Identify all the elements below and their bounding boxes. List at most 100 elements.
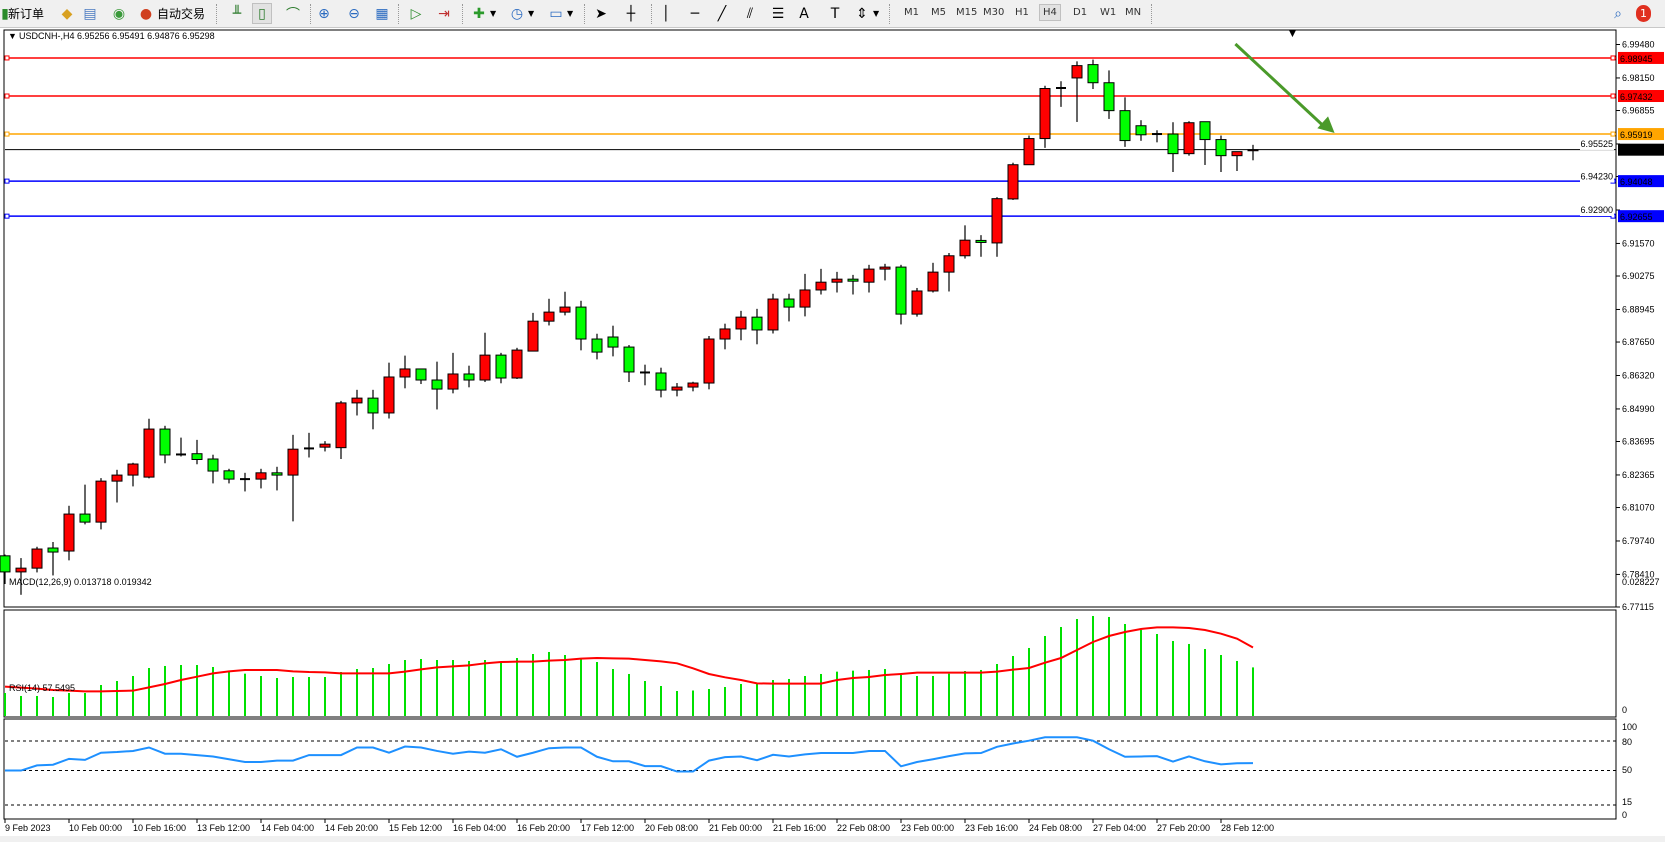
vertical-line-button[interactable]: │ [657, 3, 675, 24]
timeframe-h4[interactable]: H4 [1039, 4, 1061, 21]
bullish-candle [111, 474, 123, 482]
toolbar-separator [462, 4, 463, 24]
macd-pane-frame [3, 609, 1617, 718]
chart-shift-button[interactable]: ⇥ [435, 3, 453, 24]
price-line-label: 6.94048 [1620, 177, 1653, 187]
dropdown-icon: ▼ [490, 9, 497, 18]
timeframe-m1[interactable]: M1 [904, 7, 919, 18]
time-axis-label: 20 Feb 08:00 [645, 823, 698, 833]
dropdown-icon: ▼ [528, 9, 535, 18]
price-axis-label: 6.83695 [1622, 437, 1655, 447]
bearish-candle [591, 338, 603, 353]
toolbar-separator [889, 4, 890, 24]
bearish-candle [1119, 110, 1131, 142]
time-axis-label: 21 Feb 16:00 [773, 823, 826, 833]
bearish-candle [847, 278, 859, 282]
price-line-label: 6.95919 [1620, 130, 1653, 140]
bearish-candle [191, 453, 203, 460]
rsi-level-100: 100 [1622, 722, 1637, 732]
time-axis-label: 13 Feb 12:00 [197, 823, 250, 833]
bearish-candle [783, 298, 795, 308]
add-indicator-icon: ✚ [473, 5, 485, 22]
macd-max-label: 0.028227 [1622, 577, 1660, 587]
line-anchor-handle [4, 131, 10, 137]
status-strip [0, 836, 1665, 842]
bullish-candle [863, 268, 875, 283]
timeframe-d1[interactable]: D1 [1073, 7, 1088, 18]
bullish-candle [143, 428, 155, 478]
bullish-candle [287, 448, 299, 476]
zoom-in-button[interactable]: ⊕ [315, 3, 333, 24]
templates-button[interactable]: ▭ ▼ [547, 3, 573, 24]
crosshair-tool-button[interactable]: ┼ [622, 3, 640, 24]
zoom-out-button[interactable]: ⊖ [345, 3, 363, 24]
fibonacci-button[interactable]: ☰ [769, 3, 787, 24]
zoom-out-icon: ⊖ [348, 5, 360, 22]
chart-header: USDCNH-,H4 6.95256 6.95491 6.94876 6.952… [19, 31, 215, 41]
toolbar-separator [310, 4, 311, 24]
horizontal-line-button[interactable]: ─ [686, 3, 704, 24]
bearish-candle [1087, 64, 1099, 84]
bullish-candle [479, 354, 491, 381]
line-chart-button[interactable]: ⌒ [284, 3, 302, 24]
price-axis-label: 6.81070 [1622, 503, 1655, 513]
price-axis-label: 6.87650 [1622, 337, 1655, 347]
bullish-candle [15, 567, 27, 573]
time-axis-label: 23 Feb 00:00 [901, 823, 954, 833]
chart-window[interactable]: ▼ 6.99480 6.98150 6.96855 6.95525 6.94230 6.9… [0, 28, 1665, 842]
bar-chart-button[interactable]: ╨ [228, 3, 246, 24]
time-axis-label: 27 Feb 20:00 [1157, 823, 1210, 833]
bullish-candle [703, 338, 715, 384]
bearish-candle [271, 472, 283, 476]
periods-button[interactable]: ◷ ▼ [508, 3, 534, 24]
rsi-pane-frame [3, 718, 1617, 820]
toolbar-separator [398, 4, 399, 24]
auto-scroll-button[interactable]: ▷ [407, 3, 425, 24]
search-button[interactable]: ⌕ [1609, 3, 1627, 24]
timeframe-m5[interactable]: M5 [931, 7, 946, 18]
auto-trading-button[interactable]: ● 自动交易 [137, 3, 205, 24]
bullish-candle [1247, 149, 1259, 152]
price-axis-label: 6.95525 [1580, 139, 1613, 149]
text-label-button[interactable]: T [826, 3, 844, 24]
timeframe-m15[interactable]: M15 [956, 7, 978, 18]
cursor-tool-button[interactable]: ➤ [592, 3, 610, 24]
chart-menu-triangle-icon[interactable]: ▼ [8, 31, 17, 41]
bullish-candle [399, 368, 411, 378]
search-icon: ⌕ [1614, 5, 1622, 22]
timeframe-m30[interactable]: M30 [983, 7, 1005, 18]
new-order-button[interactable]: ▮ 新订单 [1, 5, 45, 22]
price-axis-label: 6.96855 [1622, 106, 1655, 116]
arrows-button[interactable]: ⇕ ▼ [853, 3, 879, 24]
price-axis-label: 6.78410 [1622, 569, 1655, 579]
tile-windows-button[interactable]: ▦ [373, 3, 391, 24]
navigator-button[interactable]: ▤ [81, 3, 99, 24]
trendline-icon: ╱ [717, 5, 727, 22]
price-axis-label-bg [1580, 138, 1614, 150]
equidistant-channel-button[interactable]: ⫽ [741, 3, 759, 24]
notifications-button[interactable]: 1 [1636, 3, 1651, 24]
price-line-label: 6.95298 [1620, 146, 1653, 156]
time-axis-label: 9 Feb 2023 [5, 823, 51, 833]
bullish-candle [943, 255, 955, 273]
text-tool-button[interactable]: A [795, 3, 813, 24]
bearish-candle [1103, 82, 1115, 112]
price-axis-label: 6.86320 [1622, 370, 1655, 380]
metaeditor-button[interactable]: ◆ [58, 3, 76, 24]
candlestick-chart-button[interactable]: ▯ [252, 3, 272, 24]
timeframe-w1[interactable]: W1 [1100, 7, 1117, 18]
trendline-button[interactable]: ╱ [713, 3, 731, 24]
signal-button[interactable]: ◉ [110, 3, 128, 24]
timeframe-h1[interactable]: H1 [1015, 7, 1029, 18]
bullish-candle [959, 239, 971, 257]
bullish-candle [63, 513, 75, 552]
vertical-line-icon: │ [661, 5, 671, 22]
toolbar-separator [1151, 4, 1152, 24]
price-line-label: 6.97432 [1620, 92, 1653, 102]
fibonacci-icon: ☰ [771, 5, 785, 22]
timeframe-mn[interactable]: MN [1125, 7, 1142, 18]
indicators-button[interactable]: ✚ ▼ [470, 3, 496, 24]
price-axis-label: 6.98150 [1622, 73, 1655, 83]
price-axis-label: 6.90275 [1622, 271, 1655, 281]
time-axis-label: 22 Feb 08:00 [837, 823, 890, 833]
